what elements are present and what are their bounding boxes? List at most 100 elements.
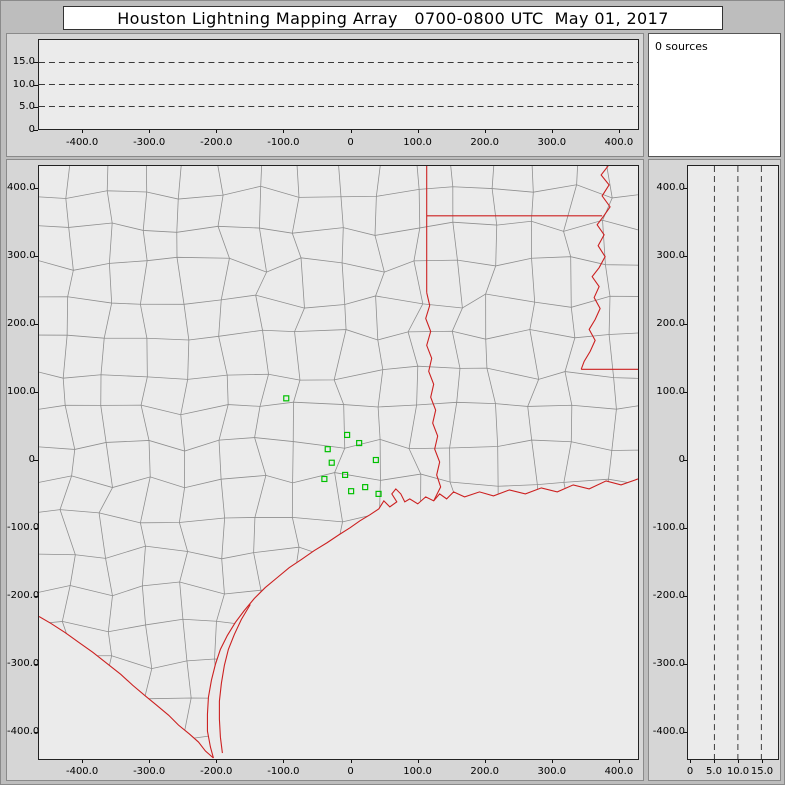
y-tick-label: 0 xyxy=(28,454,35,465)
x-tick-label: 5.0 xyxy=(706,766,722,777)
x-tick-label: -400.0 xyxy=(65,766,99,777)
x-tick-label: 10.0 xyxy=(726,766,750,777)
y-tick-label: -100.0 xyxy=(7,522,40,533)
axis-tick xyxy=(149,130,151,133)
county-line-col xyxy=(59,166,76,759)
x-tick-label: -200.0 xyxy=(200,766,233,777)
county-line-row xyxy=(39,437,638,452)
window-title: Houston Lightning Mapping Array 0700-080… xyxy=(117,8,669,28)
axis-tick xyxy=(683,188,687,189)
axis-tick xyxy=(683,596,687,597)
county-line-row xyxy=(39,256,638,273)
y-tick-label: -300.0 xyxy=(652,658,685,669)
county-line-row xyxy=(39,581,638,597)
y-tick-label: -100.0 xyxy=(652,522,685,533)
axis-tick xyxy=(714,760,715,763)
station-marker xyxy=(348,488,355,495)
axis-tick xyxy=(34,107,38,108)
axis-tick xyxy=(738,760,739,763)
y-tick-label: 10.0 xyxy=(12,78,35,90)
county-line-row xyxy=(39,293,638,309)
axis-tick xyxy=(283,760,285,763)
rio-grande-river xyxy=(39,616,214,759)
axis-tick xyxy=(762,760,763,763)
x-tick-label: -300.0 xyxy=(133,766,166,777)
altitude-ns-plot[interactable] xyxy=(687,165,779,760)
altitude-ns-panel: 0 5.0 10.0 15.0 400.0 300.0 200.0 100.0 0 -100.0 -… xyxy=(648,159,781,781)
axis-tick xyxy=(683,732,687,733)
x-tick-label: 200.0 xyxy=(470,137,500,148)
y-tick-label: -400.0 xyxy=(652,726,685,737)
county-line-col xyxy=(563,166,579,759)
axis-tick xyxy=(417,760,419,763)
y-tick-label: 100.0 xyxy=(656,386,685,397)
county-line-row xyxy=(39,688,638,703)
county-line-row xyxy=(39,184,638,200)
y-tick-label: -200.0 xyxy=(652,590,685,601)
county-line-row xyxy=(39,219,638,236)
axis-tick xyxy=(34,188,38,189)
axis-tick xyxy=(34,460,38,461)
y-tick-label: 200.0 xyxy=(656,318,685,329)
axis-tick xyxy=(484,130,486,133)
county-lines xyxy=(39,166,638,759)
plan-view-map-canvas xyxy=(39,166,638,759)
axis-tick xyxy=(690,760,691,763)
x-tick-label: 400.0 xyxy=(604,766,634,777)
axis-tick xyxy=(34,596,38,597)
altitude-ew-plot[interactable] xyxy=(38,39,639,130)
axis-tick xyxy=(618,760,620,763)
y-tick-label: 200.0 xyxy=(7,318,36,329)
county-line-row xyxy=(39,617,638,633)
y-tick-label: 100.0 xyxy=(7,386,36,397)
axis-tick xyxy=(551,130,553,133)
axis-tick xyxy=(34,392,38,393)
x-tick-label: 100.0 xyxy=(403,137,432,148)
y-tick-label: 0 xyxy=(678,454,685,465)
axis-tick xyxy=(683,664,687,665)
axis-tick xyxy=(34,62,38,63)
axis-tick xyxy=(417,130,419,133)
x-tick-label: 400.0 xyxy=(604,137,634,148)
axis-tick xyxy=(216,760,218,763)
x-tick-label: 300.0 xyxy=(537,766,567,777)
county-line-row xyxy=(39,654,638,670)
title-bar: Houston Lightning Mapping Array 0700-080… xyxy=(63,6,723,30)
county-line-col xyxy=(98,166,113,759)
sabine-river-border xyxy=(425,292,442,502)
x-tick-label: -300.0 xyxy=(133,137,166,148)
station-marker xyxy=(328,459,335,466)
county-line-row xyxy=(39,365,638,381)
axis-tick xyxy=(34,324,38,325)
x-tick-label: 200.0 xyxy=(470,766,500,777)
y-tick-label: 0 xyxy=(28,123,35,135)
x-tick-label: 15.0 xyxy=(750,766,774,777)
x-tick-label: -100.0 xyxy=(267,137,300,148)
county-line-col xyxy=(291,166,308,759)
axis-tick xyxy=(34,84,38,86)
axis-tick xyxy=(683,324,687,325)
plan-view-map-plot[interactable] xyxy=(38,165,639,760)
x-tick-label: 0 xyxy=(686,766,694,777)
station-marker xyxy=(324,446,331,453)
sources-panel: 0 sources xyxy=(648,33,781,157)
county-line-col xyxy=(176,166,192,759)
axis-tick xyxy=(149,760,151,763)
county-line-row xyxy=(39,329,638,341)
axis-tick xyxy=(683,528,687,529)
axis-tick xyxy=(34,664,38,665)
y-tick-label: 400.0 xyxy=(7,182,36,193)
county-line-row xyxy=(39,401,638,416)
x-tick-label: 300.0 xyxy=(537,137,567,148)
x-tick-label: 0 xyxy=(347,766,354,777)
axis-tick xyxy=(34,528,38,529)
barrier-island xyxy=(218,604,251,754)
station-marker xyxy=(321,475,328,483)
sources-count: 0 sources xyxy=(655,40,708,53)
axis-tick xyxy=(618,130,620,133)
station-marker xyxy=(356,439,363,447)
y-tick-label: -400.0 xyxy=(7,726,40,737)
county-line-col xyxy=(139,166,153,759)
axis-tick xyxy=(683,256,687,257)
